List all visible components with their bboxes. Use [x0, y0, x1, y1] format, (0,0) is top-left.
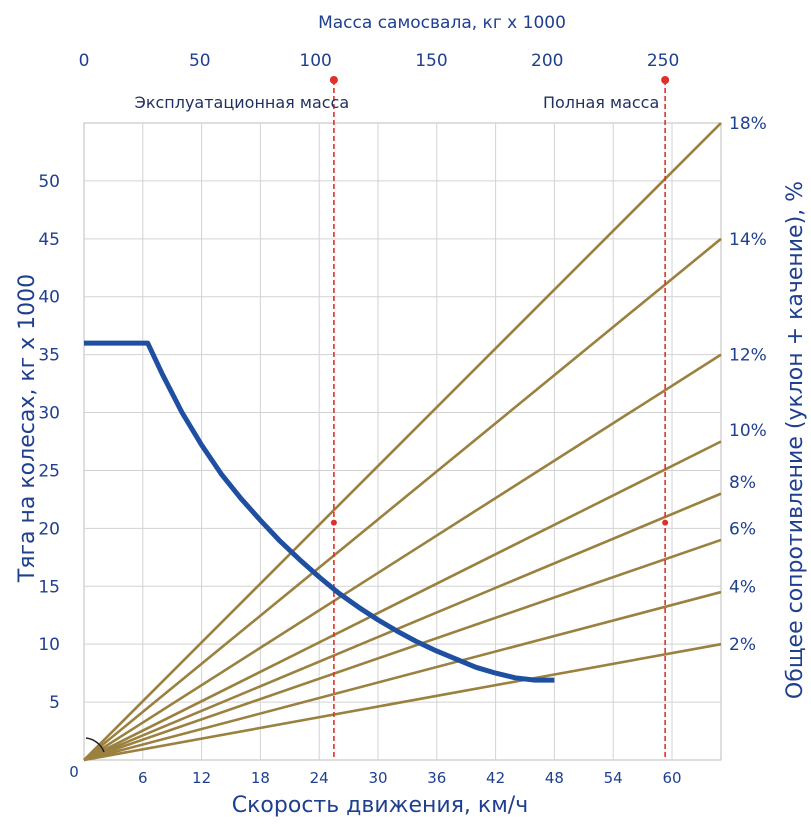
resistance-label: 4%	[729, 577, 756, 597]
y-tick-label: 50	[38, 172, 60, 192]
x-axis-title: Скорость движения, км/ч	[232, 793, 528, 818]
x-tick-label: 24	[310, 769, 329, 787]
x-tick-label: 48	[545, 769, 564, 787]
tick-labels: 6 12 18 24 30 36 42 48 54 60 5 10 15 20 25 30 35 40 45 50 0 5…	[38, 51, 766, 787]
y-tick-label: 45	[38, 230, 60, 250]
y-tick-label: 15	[38, 577, 60, 597]
top-tick-label: 150	[415, 51, 447, 71]
mass-marker-label: Полная масса	[543, 93, 659, 112]
top-tick-label: 50	[189, 51, 211, 71]
mass-marker-dot	[329, 76, 338, 84]
mass-intersection-dot	[662, 519, 669, 526]
resistance-label: 12%	[729, 346, 767, 366]
y-tick-label: 20	[38, 519, 60, 539]
resistance-line	[83, 642, 722, 762]
y-tick-label: 30	[38, 404, 60, 424]
y-tick-label: 10	[38, 635, 60, 655]
resistance-label: 6%	[729, 519, 756, 539]
x-tick-label: 36	[427, 769, 446, 787]
x-tick-label: 42	[486, 769, 505, 787]
resistance-line	[83, 353, 722, 762]
top-tick-label: 100	[299, 51, 331, 71]
x-tick-label: 54	[604, 769, 623, 787]
resistance-line	[83, 492, 722, 762]
top-axis-title: Масса самосвала, кг x 1000	[318, 13, 566, 33]
resistance-label: 14%	[729, 230, 767, 250]
resistance-label: 18%	[729, 114, 767, 134]
resistance-line	[83, 590, 722, 762]
thrust-curve-group	[84, 340, 555, 683]
angle-arc	[85, 737, 105, 753]
x-tick-label: 60	[662, 769, 681, 787]
y-tick-label: 5	[49, 693, 60, 713]
resistance-line	[83, 237, 722, 762]
mass-intersection-dot	[330, 519, 337, 526]
resistance-line	[83, 440, 722, 762]
x-tick-label: 12	[192, 769, 211, 787]
x-tick-label: 18	[251, 769, 270, 787]
right-axis-title: Общее сопротивление (уклон + качение), %	[783, 181, 808, 699]
mass-marker-label: Эксплуатационная масса	[135, 93, 350, 112]
resistance-label: 2%	[729, 635, 756, 655]
resistance-line	[83, 538, 722, 762]
resistance-line	[83, 122, 722, 761]
resistance-lines	[83, 122, 722, 762]
resistance-label: 8%	[729, 473, 756, 493]
mass-marker-dot	[661, 76, 670, 84]
top-tick-label: 200	[531, 51, 563, 71]
y-tick-label: 25	[38, 461, 60, 481]
x-tick-label: 30	[368, 769, 387, 787]
thrust-curve	[84, 340, 555, 683]
y-tick-label: 35	[38, 346, 60, 366]
resistance-label: 10%	[729, 421, 767, 441]
top-tick-label: 0	[79, 51, 90, 71]
x-tick-label: 6	[138, 769, 148, 787]
origin-label: 0	[69, 763, 79, 781]
top-tick-label: 250	[647, 51, 679, 71]
y-tick-label: 40	[38, 288, 60, 308]
marker-lines	[329, 76, 670, 760]
y-axis-title: Тяга на колесах, кг x 1000	[15, 274, 40, 583]
